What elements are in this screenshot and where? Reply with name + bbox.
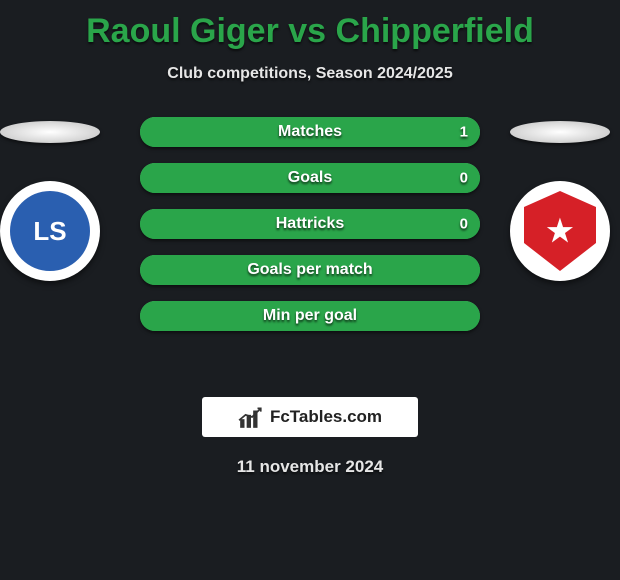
- stat-label: Goals: [288, 169, 332, 187]
- right-side: ★: [500, 103, 620, 383]
- stat-label: Min per goal: [263, 307, 357, 325]
- stat-bar: Hattricks 0: [140, 209, 480, 239]
- vs-separator: vs: [279, 12, 336, 50]
- stat-label: Hattricks: [276, 215, 344, 233]
- stat-value-right: 0: [460, 216, 468, 233]
- left-side: LS: [0, 103, 120, 383]
- stat-bar: Min per goal: [140, 301, 480, 331]
- comparison-stage: LS ★ Matches 1 Goals 0 Hattricks 0 Goals per m…: [0, 103, 620, 383]
- right-pedestal: [510, 121, 610, 143]
- stat-bar: Matches 1: [140, 117, 480, 147]
- stat-value-right: 0: [460, 170, 468, 187]
- left-team-logo-text: LS: [33, 216, 66, 247]
- stat-label: Goals per match: [247, 261, 372, 279]
- stat-bar: Goals per match: [140, 255, 480, 285]
- player2-name: Chipperfield: [336, 12, 534, 50]
- stat-bar: Goals 0: [140, 163, 480, 193]
- left-team-logo: LS: [0, 181, 100, 281]
- stat-value-right: 1: [460, 124, 468, 141]
- date-text: 11 november 2024: [0, 457, 620, 477]
- player1-name: Raoul Giger: [86, 12, 279, 50]
- chart-icon: [238, 406, 264, 428]
- right-team-logo-text: ★: [547, 214, 574, 249]
- stat-label: Matches: [278, 123, 342, 141]
- right-team-logo: ★: [510, 181, 610, 281]
- stat-bars: Matches 1 Goals 0 Hattricks 0 Goals per match M…: [140, 117, 480, 347]
- watermark-text: FcTables.com: [270, 407, 382, 427]
- left-pedestal: [0, 121, 100, 143]
- subtitle: Club competitions, Season 2024/2025: [0, 65, 620, 83]
- page-title: Raoul Giger vs Chipperfield: [0, 0, 620, 51]
- watermark: FcTables.com: [202, 397, 418, 437]
